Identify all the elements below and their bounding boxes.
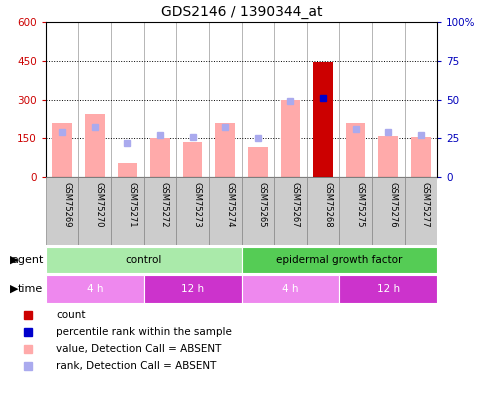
Text: agent: agent: [11, 255, 43, 265]
Text: ▶: ▶: [10, 284, 19, 294]
Bar: [281, 100, 300, 177]
Bar: [339, 177, 372, 245]
Text: GSM75274: GSM75274: [225, 182, 234, 227]
Bar: [46, 275, 144, 303]
Bar: [242, 177, 274, 245]
Bar: [144, 275, 242, 303]
Text: 4 h: 4 h: [282, 284, 298, 294]
Bar: [248, 147, 268, 177]
Bar: [307, 177, 339, 245]
Text: GSM75276: GSM75276: [388, 182, 397, 228]
Bar: [215, 123, 235, 177]
Bar: [405, 177, 437, 245]
Bar: [46, 247, 242, 273]
Text: GSM75272: GSM75272: [160, 182, 169, 227]
Text: percentile rank within the sample: percentile rank within the sample: [56, 327, 232, 337]
Text: GSM75277: GSM75277: [421, 182, 430, 228]
Text: count: count: [56, 310, 85, 320]
Bar: [85, 114, 105, 177]
Bar: [150, 138, 170, 177]
Text: GSM75270: GSM75270: [95, 182, 104, 227]
Bar: [209, 177, 242, 245]
Text: epidermal growth factor: epidermal growth factor: [276, 255, 402, 265]
Bar: [46, 177, 78, 245]
Text: control: control: [126, 255, 162, 265]
Text: GSM75275: GSM75275: [355, 182, 365, 227]
Bar: [411, 137, 431, 177]
Text: 12 h: 12 h: [377, 284, 400, 294]
Bar: [372, 177, 405, 245]
Bar: [78, 177, 111, 245]
Bar: [242, 275, 339, 303]
Bar: [346, 123, 365, 177]
Bar: [144, 177, 176, 245]
Bar: [242, 247, 437, 273]
Text: GSM75268: GSM75268: [323, 182, 332, 228]
Text: GSM75271: GSM75271: [128, 182, 136, 227]
Bar: [274, 177, 307, 245]
Bar: [53, 123, 72, 177]
Text: time: time: [18, 284, 43, 294]
Text: GDS2146 / 1390344_at: GDS2146 / 1390344_at: [161, 5, 322, 19]
Bar: [183, 142, 202, 177]
Bar: [111, 177, 144, 245]
Text: GSM75265: GSM75265: [258, 182, 267, 227]
Bar: [118, 163, 137, 177]
Bar: [313, 62, 333, 177]
Text: GSM75269: GSM75269: [62, 182, 71, 227]
Bar: [379, 136, 398, 177]
Text: rank, Detection Call = ABSENT: rank, Detection Call = ABSENT: [56, 360, 216, 371]
Bar: [339, 275, 437, 303]
Text: GSM75273: GSM75273: [193, 182, 201, 228]
Text: GSM75267: GSM75267: [290, 182, 299, 228]
Text: 4 h: 4 h: [86, 284, 103, 294]
Text: value, Detection Call = ABSENT: value, Detection Call = ABSENT: [56, 344, 221, 354]
Bar: [176, 177, 209, 245]
Text: ▶: ▶: [10, 255, 19, 265]
Text: 12 h: 12 h: [181, 284, 204, 294]
